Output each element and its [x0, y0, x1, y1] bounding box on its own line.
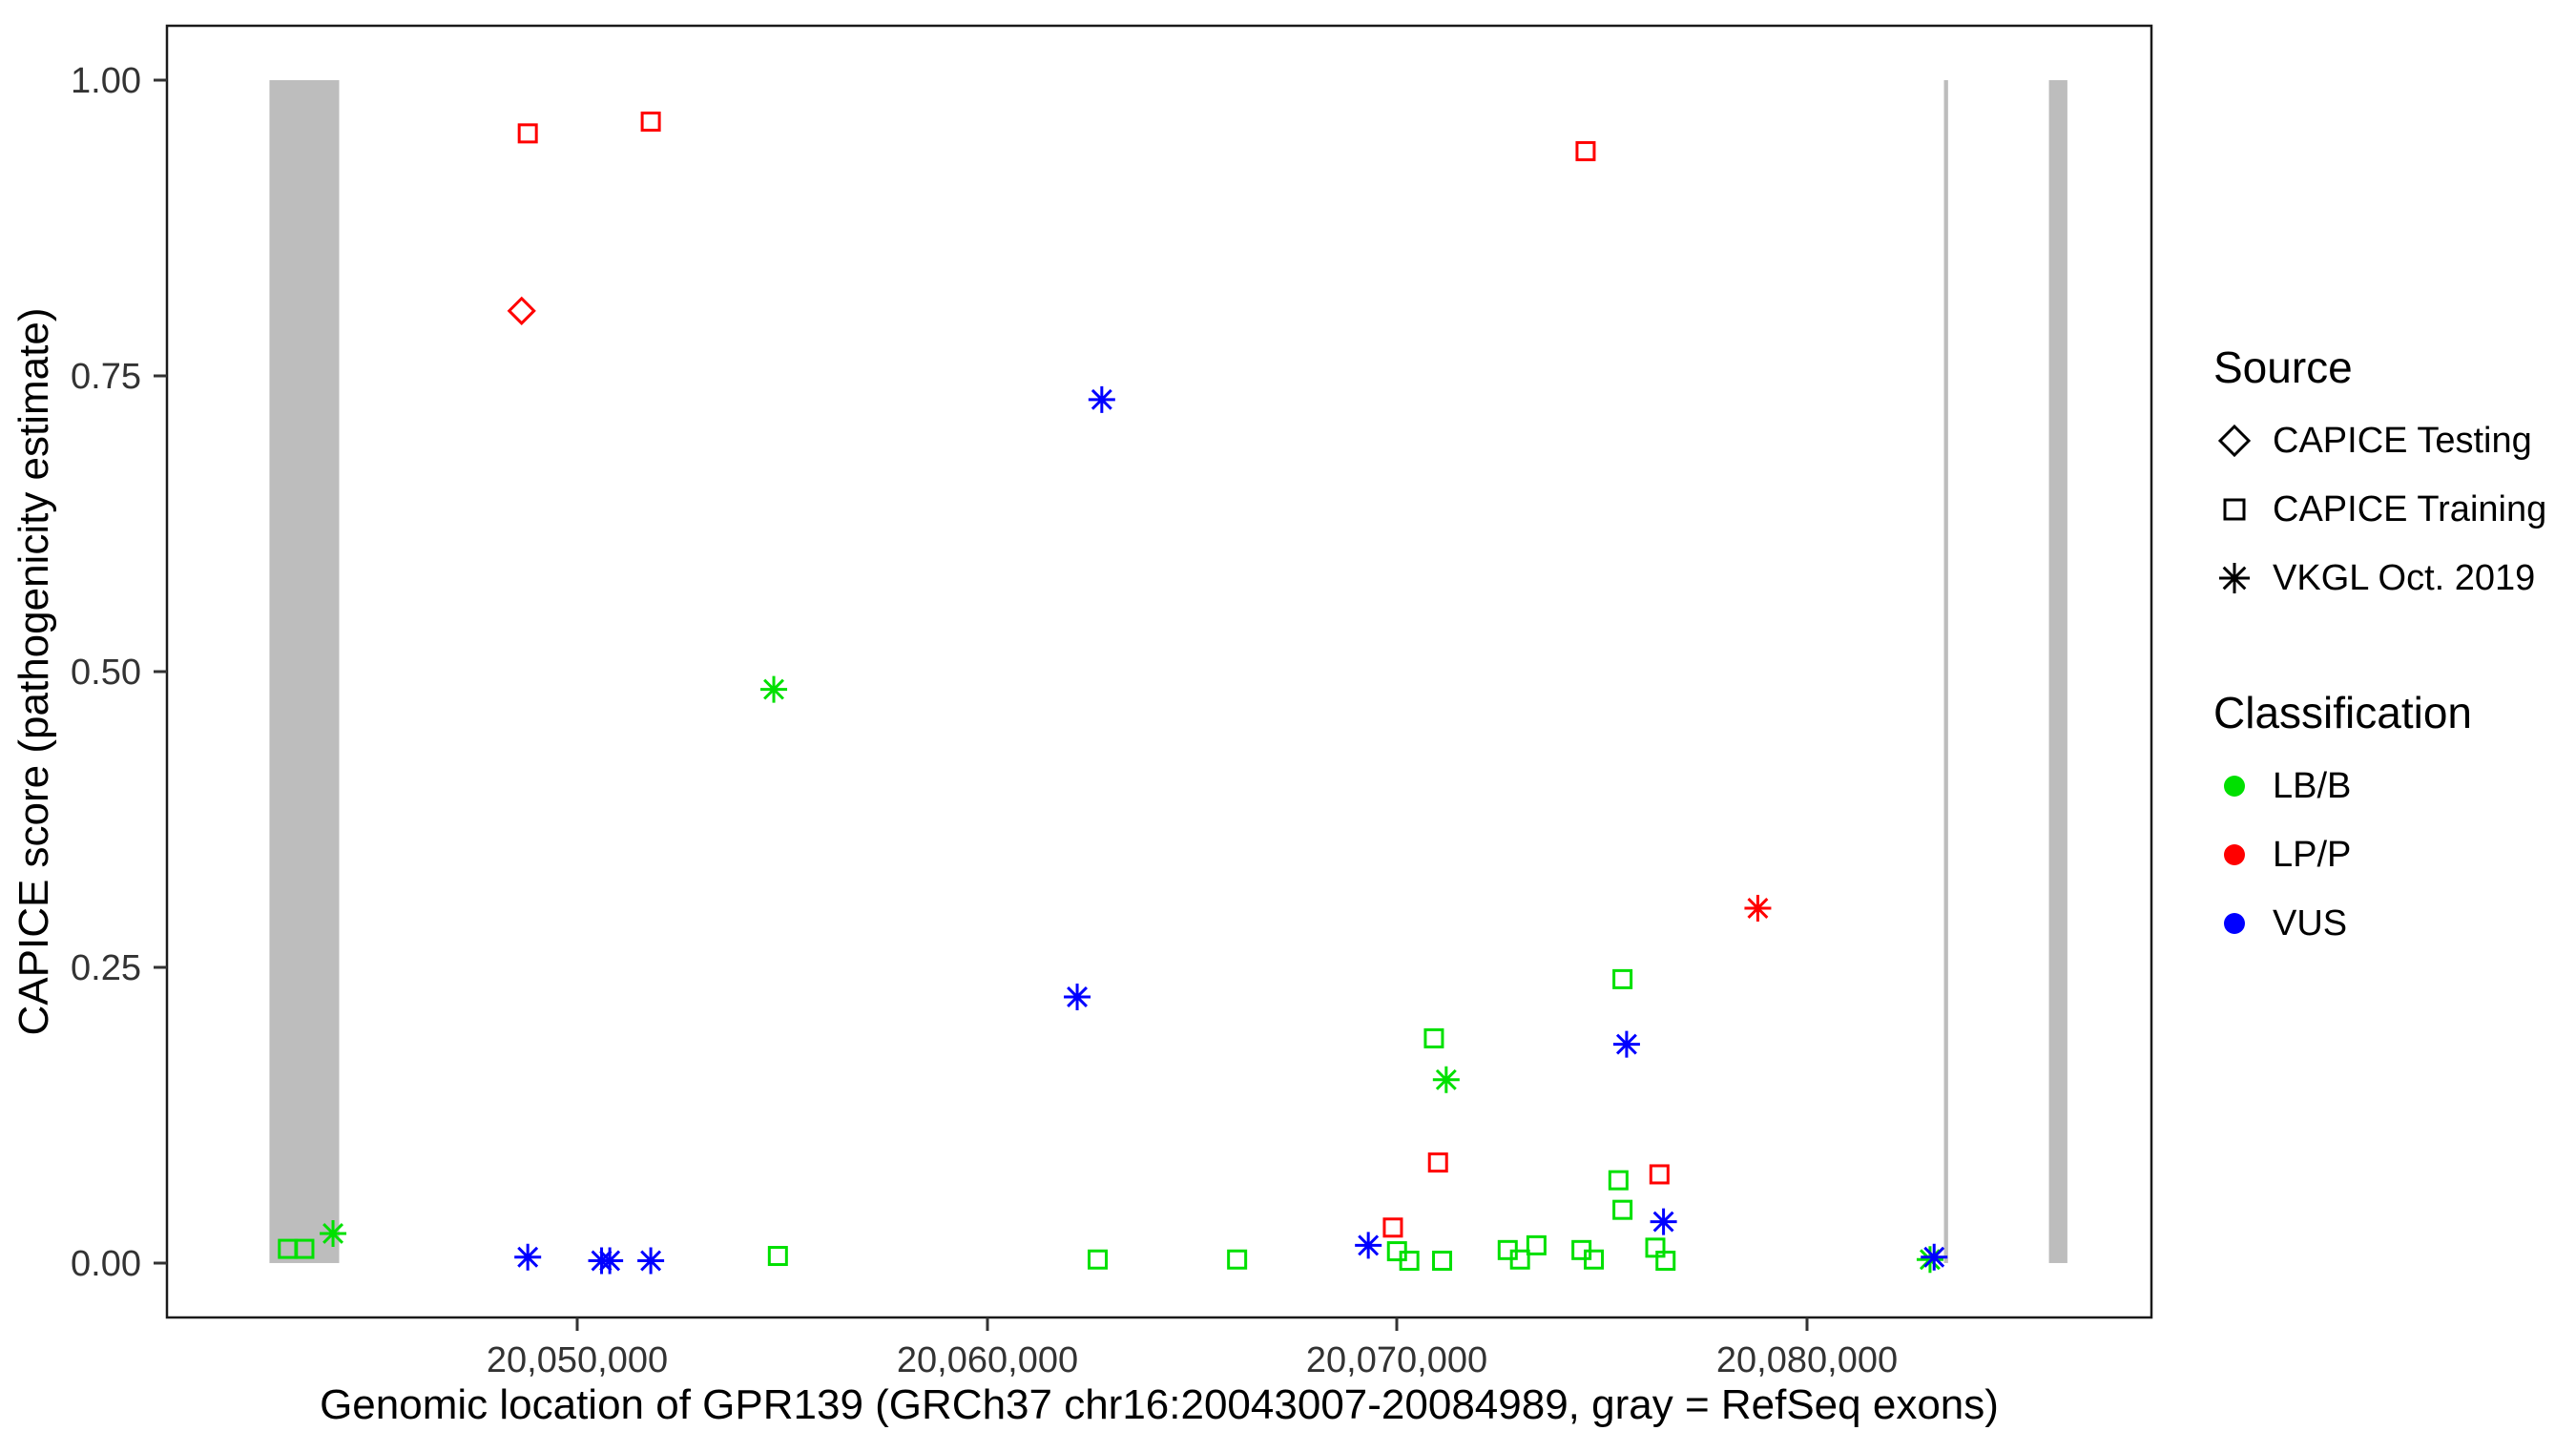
- data-point-square: [1649, 1164, 1670, 1185]
- legend-item-lbb: LB/B: [2213, 752, 2546, 820]
- data-point-asterisk: [1432, 1066, 1460, 1093]
- data-point-square: [1382, 1217, 1403, 1238]
- data-point-square: [1612, 1199, 1633, 1220]
- refseq-exon-bar: [2048, 80, 2067, 1263]
- legend-item-vus: VUS: [2213, 889, 2546, 958]
- red-dot-icon: [2224, 844, 2245, 865]
- y-tick-label: 0.25: [71, 948, 141, 988]
- legend-classification-title: Classification: [2213, 688, 2472, 737]
- data-point-square: [517, 123, 538, 144]
- legend: Source CAPICE Testing CAPICE Training VK…: [2213, 342, 2546, 958]
- data-point-square: [1584, 1249, 1605, 1270]
- y-tick-label: 1.00: [71, 61, 141, 101]
- data-point-asterisk: [320, 1219, 347, 1247]
- data-point-square: [1432, 1250, 1453, 1271]
- square-icon: [2223, 498, 2246, 521]
- legend-item-vkgl: VKGL Oct. 2019: [2213, 544, 2546, 612]
- data-point-asterisk: [1064, 983, 1091, 1010]
- data-point-square: [767, 1246, 788, 1267]
- legend-item-label: LP/P: [2273, 834, 2352, 875]
- data-point-asterisk: [1744, 894, 1772, 922]
- legend-item-capice-training: CAPICE Training: [2213, 475, 2546, 544]
- legend-source-title: Source: [2213, 342, 2353, 392]
- data-point-square: [1575, 140, 1596, 161]
- legend-item-label: VKGL Oct. 2019: [2273, 557, 2536, 598]
- legend-item-label: LB/B: [2273, 765, 2352, 806]
- legend-source-group: Source CAPICE Testing CAPICE Training VK…: [2213, 342, 2546, 612]
- refseq-exon-bar: [269, 80, 340, 1263]
- data-point-asterisk: [514, 1243, 542, 1271]
- data-point-square: [1088, 1249, 1109, 1270]
- data-point-square: [1423, 1027, 1444, 1048]
- legend-item-label: VUS: [2273, 902, 2348, 944]
- data-point-square: [1608, 1170, 1629, 1191]
- data-point-asterisk: [596, 1247, 624, 1275]
- asterisk-icon: [2219, 563, 2250, 593]
- data-point-square: [1612, 968, 1633, 989]
- plot-panel: [165, 24, 2153, 1319]
- y-axis: 0.00 0.25 0.50 0.75 1.00 CAPICE score (p…: [10, 61, 167, 1284]
- refseq-exon-bar: [1943, 80, 1948, 1263]
- y-tick-label: 0.75: [71, 357, 141, 397]
- legend-item-label: CAPICE Training: [2273, 488, 2547, 529]
- data-point-square: [1655, 1250, 1676, 1271]
- legend-classification-group: Classification LB/B LP/P VUS: [2213, 687, 2546, 958]
- x-tick-label: 20,070,000: [1306, 1340, 1487, 1380]
- green-dot-icon: [2224, 776, 2245, 797]
- x-axis-title: Genomic location of GPR139 (GRCh37 chr16…: [320, 1381, 1999, 1428]
- y-tick-label: 0.00: [71, 1244, 141, 1284]
- y-axis-title: CAPICE score (pathogenicity estimate): [10, 308, 57, 1036]
- data-point-asterisk: [637, 1247, 665, 1275]
- legend-item-label: CAPICE Testing: [2273, 420, 2532, 461]
- data-point-square: [1526, 1234, 1547, 1255]
- data-point-layer: [278, 111, 1948, 1275]
- x-axis: 20,050,000 20,060,000 20,070,000 20,080,…: [320, 1317, 1999, 1428]
- x-tick-label: 20,050,000: [487, 1340, 668, 1380]
- data-point-asterisk: [1612, 1030, 1640, 1058]
- data-point-square: [640, 111, 661, 132]
- diamond-icon: [2217, 424, 2252, 458]
- data-point-diamond: [507, 296, 536, 325]
- refseq-exon-layer: [269, 80, 2067, 1263]
- data-point-asterisk: [1088, 385, 1115, 413]
- data-point-square: [1645, 1237, 1666, 1258]
- data-point-asterisk: [1921, 1243, 1948, 1271]
- legend-item-lpp: LP/P: [2213, 820, 2546, 889]
- y-tick-label: 0.50: [71, 653, 141, 693]
- blue-dot-icon: [2224, 913, 2245, 934]
- data-point-asterisk: [1355, 1232, 1382, 1259]
- data-point-square: [1399, 1250, 1420, 1271]
- data-point-asterisk: [1650, 1208, 1677, 1235]
- data-point-asterisk: [760, 675, 788, 703]
- data-point-square: [1427, 1152, 1448, 1173]
- x-tick-label: 20,080,000: [1716, 1340, 1898, 1380]
- legend-item-capice-testing: CAPICE Testing: [2213, 406, 2546, 475]
- data-point-square: [1227, 1249, 1248, 1270]
- data-point-square: [1509, 1249, 1530, 1270]
- data-point-square: [294, 1238, 315, 1259]
- x-tick-label: 20,060,000: [897, 1340, 1078, 1380]
